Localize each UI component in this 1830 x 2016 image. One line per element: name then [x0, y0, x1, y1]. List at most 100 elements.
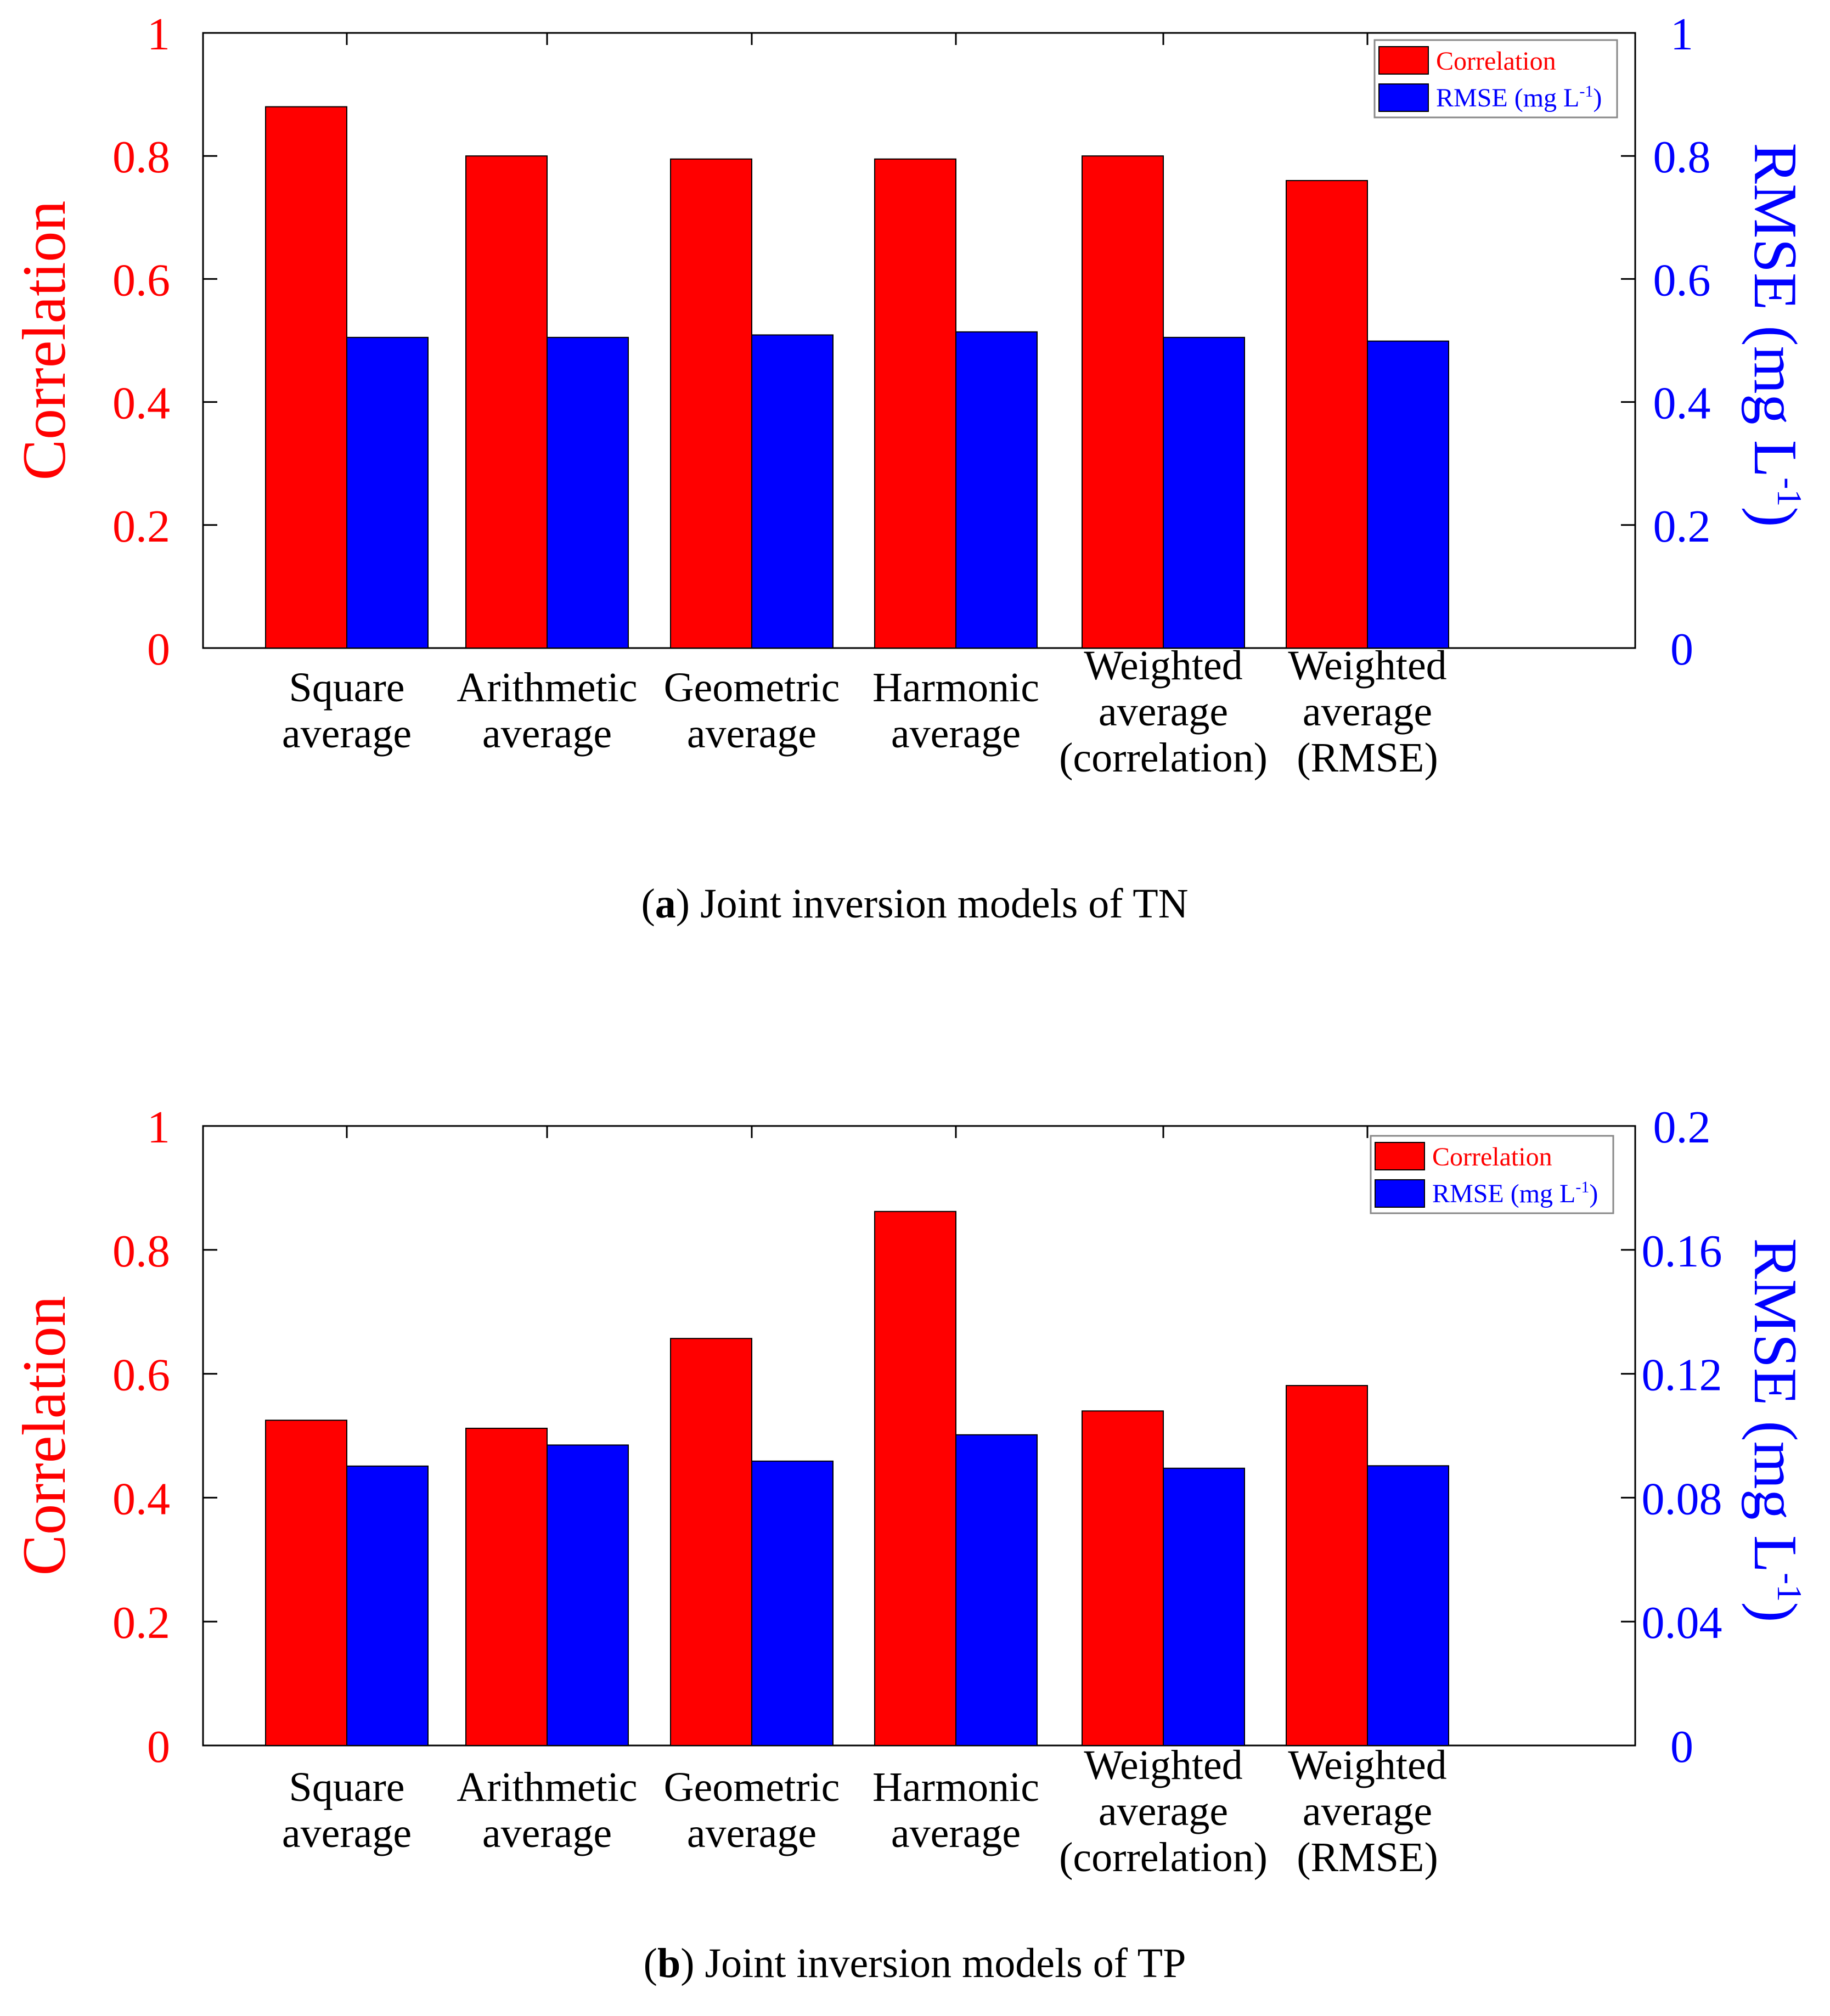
legend: Correlation RMSE (mg L-1): [1373, 39, 1618, 119]
figure-caption: (b) Joint inversion models of TP: [644, 1940, 1186, 1986]
category-label: Geometric: [664, 1764, 840, 1810]
bar-rmse[interactable]: [751, 1460, 834, 1747]
y-tick-label-left: 1: [147, 1102, 170, 1153]
y-tick-label-left: 0.8: [112, 132, 170, 183]
bar-rmse[interactable]: [955, 1434, 1038, 1746]
y-tick-label-left: 0.2: [112, 501, 170, 552]
category-label: (RMSE): [1297, 735, 1438, 781]
bar-rmse[interactable]: [1367, 340, 1449, 649]
y-axis-label-right: RMSE (mg L-1): [1741, 1238, 1809, 1622]
category-label: Harmonic: [872, 665, 1039, 711]
legend-label-rmse: RMSE (mg L-1): [1432, 1178, 1598, 1208]
y-tick-label-left: 0: [147, 624, 170, 675]
bar-correlation[interactable]: [1286, 1385, 1368, 1746]
category-label: Weighted: [1084, 643, 1242, 689]
caption-letter: b: [657, 1940, 680, 1986]
y-tick-label-right: 0.4: [1653, 378, 1711, 429]
chart-panel-a: 0 00.2 0.20.4 0.40.6 0.60.8 0.81 1Squareaverag…: [10, 9, 1809, 927]
category-label: average: [282, 1810, 412, 1856]
y-axis-label-right: RMSE (mg L-1): [1741, 143, 1809, 527]
legend-label-rmse-sup: -1: [1579, 82, 1593, 100]
y-tick-label-left: 0: [147, 1721, 170, 1772]
caption-open-paren: (: [644, 1940, 657, 1986]
category-label: (correlation): [1059, 1834, 1268, 1880]
category-label: (RMSE): [1297, 1834, 1438, 1880]
bar-correlation[interactable]: [1286, 180, 1368, 649]
category-label: Square: [289, 1764, 404, 1810]
caption-text: ) Joint inversion models of TP: [680, 1940, 1186, 1986]
category-label: Weighted: [1288, 643, 1446, 689]
bar-correlation[interactable]: [1082, 155, 1164, 649]
legend: Correlation RMSE (mg L-1): [1370, 1135, 1614, 1214]
category-label: average: [482, 711, 612, 757]
bar-correlation[interactable]: [874, 158, 956, 649]
y-tick-label-right: 0.8: [1653, 132, 1711, 183]
y-tick-label-right: 0.04: [1642, 1597, 1722, 1648]
y-tick-label-right: 0.2: [1653, 1102, 1711, 1153]
category-label: average: [687, 711, 817, 757]
legend-label-correlation: Correlation: [1432, 1142, 1552, 1172]
bar-rmse[interactable]: [1163, 1467, 1245, 1746]
category-label: average: [1099, 689, 1228, 735]
y-axis-label-right-main: RMSE (mg L: [1741, 1238, 1809, 1573]
bar-rmse[interactable]: [751, 334, 834, 649]
category-label: Arithmetic: [457, 665, 637, 711]
category-label: Harmonic: [872, 1764, 1039, 1810]
bar-correlation[interactable]: [670, 1338, 752, 1747]
y-tick-label-right: 0: [1670, 624, 1693, 675]
y-axis-label-left: Correlation: [10, 1296, 78, 1575]
y-tick-label-right: 0.12: [1642, 1350, 1722, 1401]
y-axis-label-right-end: ): [1741, 506, 1809, 527]
category-label: average: [1303, 1788, 1432, 1834]
bar-correlation[interactable]: [465, 155, 548, 649]
y-axis-label-right-sup: -1: [1770, 477, 1809, 506]
bar-rmse[interactable]: [955, 331, 1038, 649]
y-tick-label-right: 0.6: [1653, 255, 1711, 306]
bar-rmse[interactable]: [547, 1444, 629, 1747]
y-tick-label-left: 0.2: [112, 1597, 170, 1648]
category-label: average: [482, 1810, 612, 1856]
bar-correlation[interactable]: [874, 1210, 956, 1746]
bar-correlation[interactable]: [265, 1420, 347, 1746]
legend-label-rmse-main: RMSE (mg L: [1432, 1179, 1575, 1208]
bar-correlation[interactable]: [1082, 1410, 1164, 1747]
category-label: Weighted: [1288, 1742, 1446, 1788]
y-tick-label-right: 0.2: [1653, 501, 1711, 552]
category-label: Arithmetic: [457, 1764, 637, 1810]
bar-rmse[interactable]: [547, 336, 629, 649]
y-tick-label-left: 1: [147, 9, 170, 60]
bar-rmse[interactable]: [346, 1465, 429, 1747]
legend-label-rmse-main: RMSE (mg L: [1436, 83, 1579, 112]
figure-caption: (a) Joint inversion models of TN: [641, 881, 1188, 927]
category-label: average: [1303, 689, 1432, 735]
y-tick-label-right: 0.16: [1642, 1226, 1722, 1277]
bar-rmse[interactable]: [1367, 1465, 1449, 1747]
caption-letter: a: [655, 881, 676, 927]
category-label: average: [891, 711, 1021, 757]
category-label: average: [1099, 1788, 1228, 1834]
y-axis-label-right-sup: -1: [1770, 1573, 1809, 1602]
legend-swatch-correlation: [1375, 1142, 1425, 1170]
category-label: Geometric: [664, 665, 840, 711]
y-tick-label-left: 0.4: [112, 1473, 170, 1524]
bar-correlation[interactable]: [465, 1427, 548, 1746]
caption-text: ) Joint inversion models of TN: [676, 881, 1189, 927]
legend-label-rmse-end: ): [1593, 83, 1602, 112]
legend-label-rmse-end: ): [1589, 1179, 1598, 1208]
category-label: average: [891, 1810, 1021, 1856]
legend-label-rmse-sup: -1: [1575, 1178, 1589, 1196]
bar-correlation[interactable]: [265, 106, 347, 649]
y-tick-label-right: 1: [1670, 9, 1693, 60]
bar-rmse[interactable]: [346, 336, 429, 649]
category-label: average: [282, 711, 412, 757]
bar-rmse[interactable]: [1163, 336, 1245, 649]
category-label: Square: [289, 665, 404, 711]
y-tick-label-right: 0.08: [1642, 1473, 1722, 1524]
legend-swatch-rmse: [1378, 83, 1429, 112]
legend-swatch-correlation: [1378, 46, 1429, 75]
bar-correlation[interactable]: [670, 158, 752, 649]
y-tick-label-left: 0.4: [112, 378, 170, 429]
legend-swatch-rmse: [1375, 1179, 1425, 1208]
category-label: (correlation): [1059, 735, 1268, 781]
